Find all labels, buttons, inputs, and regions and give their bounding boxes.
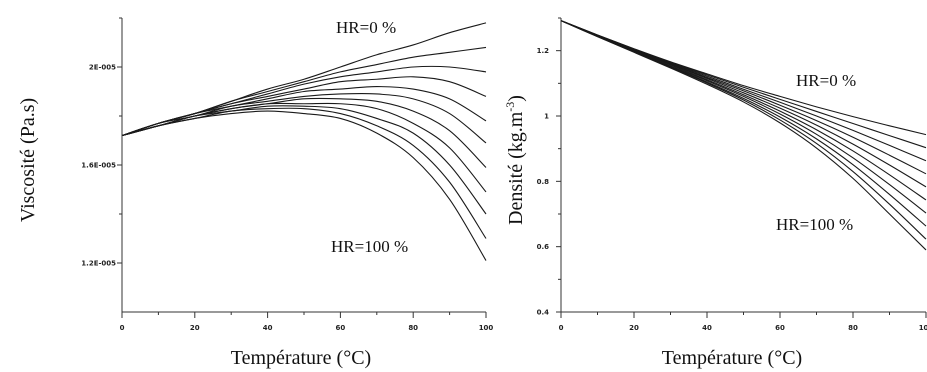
density-y-tick-label: 0.8 (537, 178, 550, 186)
density-curve-1 (560, 20, 927, 149)
viscosity-curves (121, 22, 487, 261)
viscosity-x-tick-label: 40 (263, 324, 273, 332)
density-y-axis-label-main: Densité (kg.m (505, 111, 527, 225)
density-x-tick-label: 100 (919, 324, 927, 332)
density-y-tick-label: 0.4 (537, 309, 550, 317)
viscosity-x-tick-label: 80 (408, 324, 418, 332)
density-y-tick-label: 1 (544, 113, 549, 121)
viscosity-y-tick-label: 1.6E-005 (81, 162, 116, 170)
viscosity-x-tick-label: 100 (479, 324, 494, 332)
density-curve-9 (560, 20, 927, 251)
density-y-axis-label-sup: -3 (503, 102, 517, 112)
viscosity-annotation-hr0: HR=0 % (336, 18, 396, 37)
density-x-tick-label: 60 (775, 324, 785, 332)
density-curve-0 (560, 20, 927, 136)
density-annotation-hr0: HR=0 % (796, 71, 856, 90)
density-curve-5 (560, 20, 927, 201)
viscosity-x-tick-label: 60 (336, 324, 346, 332)
density-x-axis-label: Température (°C) (662, 347, 802, 369)
viscosity-curve-2 (121, 65, 487, 137)
density-x-tick-label: 80 (848, 324, 858, 332)
density-x-tick-label: 20 (629, 324, 639, 332)
viscosity-curve-4 (121, 86, 487, 137)
viscosity-y-axis-label: Viscosité (Pa.s) (17, 98, 39, 222)
density-y-tick-label: 1.2 (537, 47, 550, 55)
density-x-tick-label: 40 (702, 324, 712, 332)
viscosity-curve-9 (121, 107, 487, 239)
viscosity-x-axis-label: Température (°C) (231, 347, 371, 369)
density-ticks: 0 20 40 60 80 100 0.4 0.6 0.8 1 1.2 (537, 17, 927, 332)
density-curves (560, 20, 927, 251)
density-y-axis-label-close: ) (505, 95, 527, 102)
viscosity-x-tick-label: 0 (120, 324, 125, 332)
density-y-axis-label: Densité (kg.m-3) (503, 95, 527, 225)
density-x-tick-label: 0 (559, 324, 564, 332)
viscosity-chart: 0 20 40 60 80 100 1.2E-005 1.6E-005 2E-005 HR=0 … (17, 17, 494, 369)
viscosity-curve-7 (121, 102, 487, 193)
density-axes (560, 18, 926, 313)
viscosity-curve-10 (121, 110, 487, 261)
viscosity-ticks: 0 20 40 60 80 100 1.2E-005 1.6E-005 2E-005 (81, 17, 494, 332)
viscosity-axes (121, 18, 486, 313)
viscosity-x-tick-label: 20 (190, 324, 200, 332)
viscosity-y-tick-label: 2E-005 (89, 64, 116, 72)
viscosity-curve-8 (121, 105, 487, 215)
density-curve-6 (560, 20, 927, 214)
viscosity-y-tick-label: 1.2E-005 (81, 260, 116, 268)
density-y-tick-label: 0.6 (537, 243, 550, 251)
density-annotation-hr100: HR=100 % (776, 215, 853, 234)
viscosity-annotation-hr100: HR=100 % (331, 237, 408, 256)
density-curve-4 (560, 20, 927, 188)
density-chart: 0 20 40 60 80 100 0.4 0.6 0.8 1 1.2 HR=0 % HR=100 … (503, 17, 927, 369)
